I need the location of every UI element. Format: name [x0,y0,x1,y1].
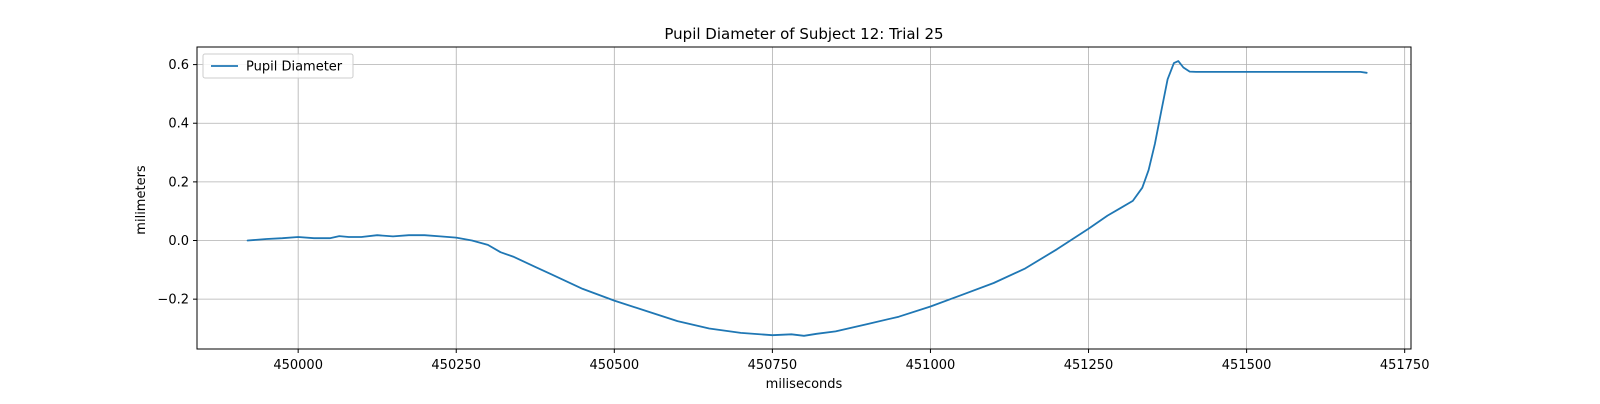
y-axis-label: milimeters [134,165,149,235]
pupil-diameter-series-line [246,60,1368,337]
grid-lines [197,47,1411,349]
x-tick-label: 450500 [589,358,639,373]
chart-title: Pupil Diameter of Subject 12: Trial 25 [664,25,943,43]
y-axis-ticks: −0.2 0.0 0.2 0.4 0.6 [157,58,197,308]
y-tick-label: 0.6 [168,58,189,73]
x-tick-label: 450750 [748,358,798,373]
legend-label: Pupil Diameter [246,60,343,75]
x-axis-ticks: 450000 450250 450500 450750 451000 451250 4515… [273,349,1429,373]
y-tick-label: −0.2 [157,293,189,308]
x-tick-label: 450000 [273,358,323,373]
legend-box [202,53,354,79]
y-tick-label: 0.4 [168,117,189,132]
x-tick-label: 451500 [1222,358,1272,373]
x-tick-label: 450250 [431,358,481,373]
x-tick-label: 451250 [1064,358,1114,373]
x-tick-label: 451750 [1380,358,1430,373]
y-tick-label: 0.0 [168,234,189,249]
legend: Pupil Diameter [202,53,354,79]
plot-frame [196,46,1412,350]
y-tick-label: 0.2 [168,175,189,190]
x-axis-label: miliseconds [766,377,843,392]
x-tick-label: 451000 [906,358,956,373]
